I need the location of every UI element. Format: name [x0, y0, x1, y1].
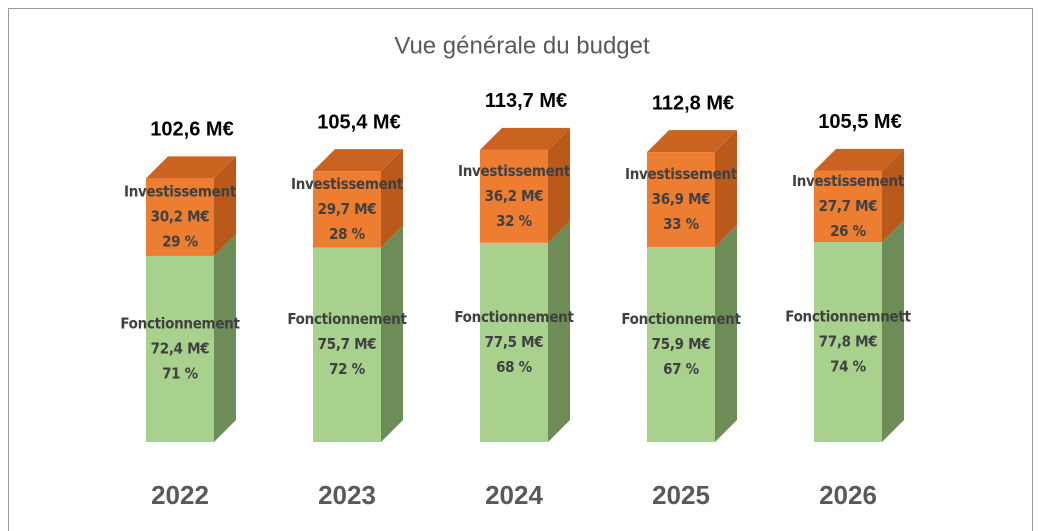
bar-side	[548, 127, 570, 243]
segment-name: Fonctionnement	[621, 310, 741, 328]
bar-side	[548, 220, 570, 442]
segment-name: Investissement	[458, 162, 571, 180]
segment-name: Investissement	[124, 183, 237, 201]
segment-name: Investissement	[625, 165, 738, 183]
x-tick-label: 2023	[318, 480, 376, 510]
bar	[814, 170, 882, 243]
bar-top	[480, 127, 570, 150]
total-label: 105,4 M€	[317, 111, 400, 133]
bar	[647, 246, 715, 442]
segment-name: Fonctionnement	[454, 308, 574, 326]
bar	[313, 247, 381, 442]
bar	[480, 242, 548, 442]
segment-value: 29,7 M€	[318, 200, 377, 218]
x-tick-label: 2022	[151, 480, 209, 510]
segment-value: 75,9 M€	[652, 335, 711, 353]
x-tick-label: 2024	[485, 480, 543, 510]
bar-top	[814, 148, 904, 171]
segment-share: 29 %	[162, 233, 199, 251]
segment-value: 36,9 M€	[652, 190, 711, 208]
bar-side	[715, 130, 737, 247]
segment-value: 36,2 M€	[485, 187, 544, 205]
bar	[146, 255, 214, 442]
segment-share: 33 %	[663, 215, 700, 233]
segment-share: 67 %	[663, 360, 700, 378]
bar-top	[146, 156, 236, 179]
bar	[146, 178, 214, 256]
bar	[647, 152, 715, 247]
segment-share: 28 %	[329, 225, 366, 243]
segment-value: 75,7 M€	[318, 335, 377, 353]
segment-name: Fonctionnement	[120, 314, 240, 332]
segment-share: 32 %	[496, 212, 533, 230]
bar	[480, 149, 548, 243]
bar-side	[214, 156, 236, 256]
segment-value: 77,8 M€	[819, 333, 878, 351]
segment-share: 68 %	[496, 358, 533, 376]
bar	[313, 171, 381, 248]
bar	[814, 242, 882, 442]
segment-value: 30,2 M€	[151, 208, 210, 226]
bar-side	[882, 148, 904, 243]
bar-side	[381, 149, 403, 248]
segment-name: Investissement	[291, 175, 404, 193]
total-label: 105,5 M€	[818, 111, 901, 133]
chart-title: Vue générale du budget	[394, 32, 650, 59]
bar-side	[715, 224, 737, 442]
segment-value: 77,5 M€	[485, 333, 544, 351]
bar-side	[882, 220, 904, 442]
segment-share: 74 %	[830, 358, 867, 376]
bar-top	[647, 130, 737, 153]
total-label: 102,6 M€	[150, 119, 233, 141]
x-tick-label: 2026	[819, 480, 877, 510]
segment-share: 72 %	[329, 360, 366, 378]
total-label: 112,8 M€	[652, 92, 734, 114]
segment-share: 71 %	[162, 364, 199, 382]
bar-side	[381, 225, 403, 442]
segment-name: Fonctionnement	[287, 310, 407, 328]
x-tick-label: 2025	[652, 480, 710, 510]
segment-name: Investissement	[792, 172, 905, 190]
segment-share: 26 %	[830, 222, 867, 240]
bar-top	[313, 149, 403, 172]
total-label: 113,7 M€	[485, 90, 567, 112]
bar-side	[214, 233, 236, 442]
segment-value: 27,7 M€	[819, 197, 878, 215]
segment-name: Fonctionnemnett	[785, 308, 911, 326]
segment-value: 72,4 M€	[151, 339, 210, 357]
